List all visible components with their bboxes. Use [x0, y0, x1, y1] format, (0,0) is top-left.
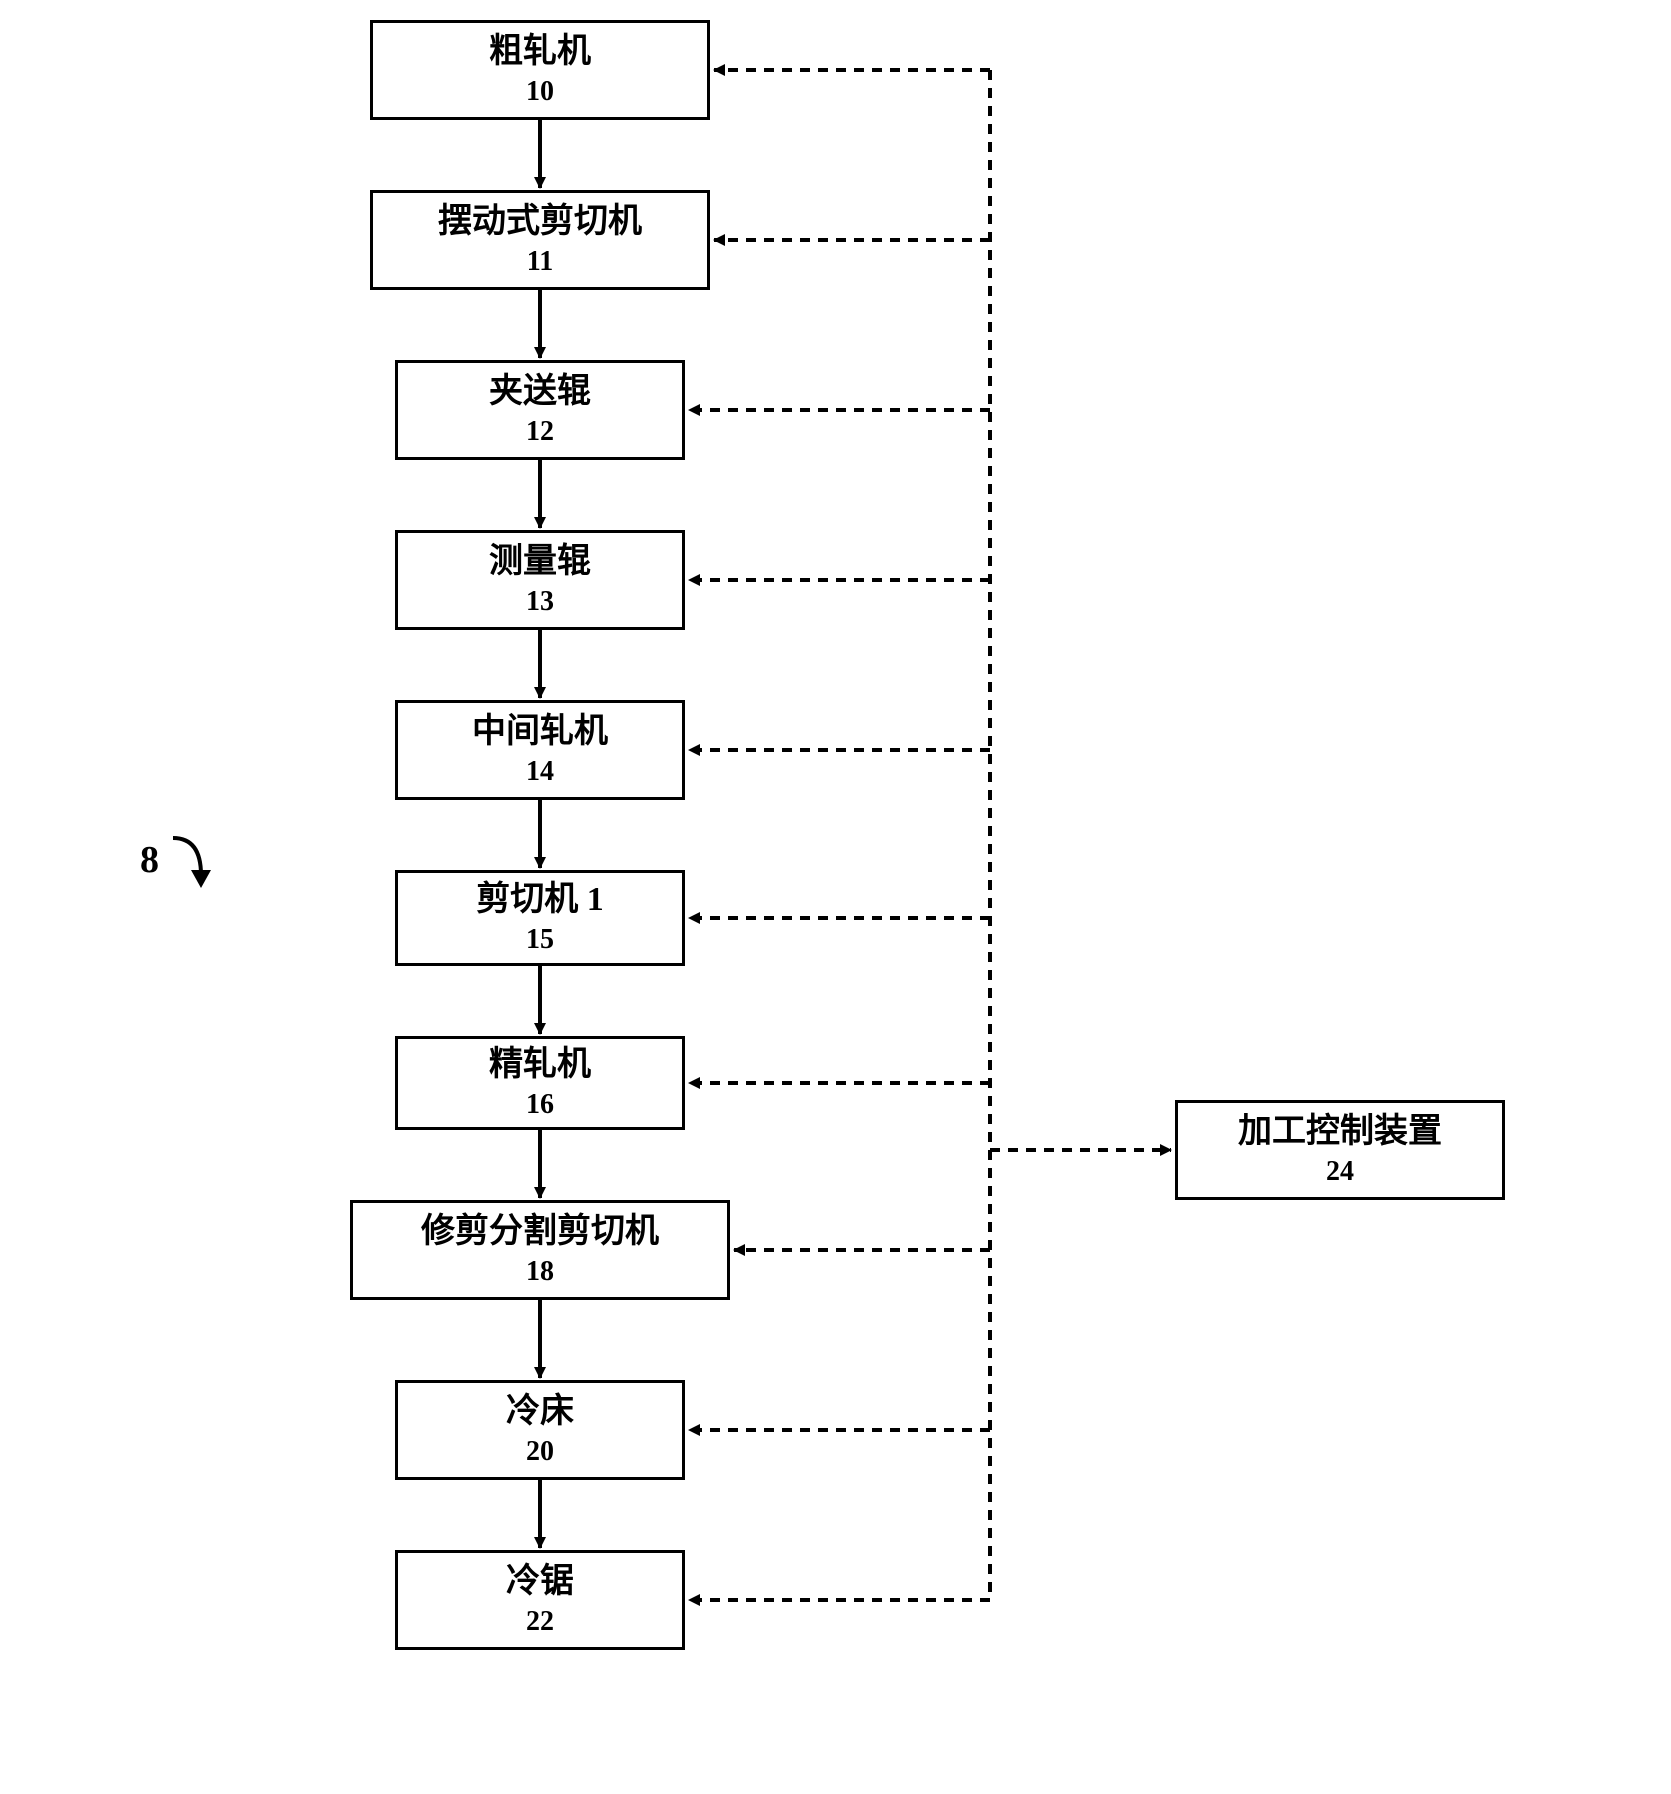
process-box-11-number: 11	[527, 245, 553, 279]
process-box-13-number: 13	[526, 585, 554, 619]
process-box-12: 夹送辊12	[395, 360, 685, 460]
control-box-24-title: 加工控制装置	[1238, 1112, 1442, 1153]
connector-layer	[0, 0, 1671, 1794]
system-label-text: 8	[140, 838, 159, 882]
process-box-14-title: 中间轧机	[472, 712, 608, 753]
process-box-10-title: 粗轧机	[489, 32, 591, 73]
process-box-10-number: 10	[526, 75, 554, 109]
process-box-18-title: 修剪分割剪切机	[421, 1212, 659, 1253]
process-box-16: 精轧机16	[395, 1036, 685, 1130]
process-box-20: 冷床20	[395, 1380, 685, 1480]
process-box-15-title: 剪切机 1	[476, 880, 604, 921]
process-box-12-title: 夹送辊	[489, 372, 591, 413]
process-box-18-number: 18	[526, 1255, 554, 1289]
process-box-15: 剪切机 115	[395, 870, 685, 966]
system-label-8: 8	[140, 830, 233, 890]
process-box-14: 中间轧机14	[395, 700, 685, 800]
process-box-11-title: 摆动式剪切机	[438, 202, 642, 243]
process-box-18: 修剪分割剪切机18	[350, 1200, 730, 1300]
process-box-14-number: 14	[526, 755, 554, 789]
system-label-arrow-icon	[163, 830, 233, 890]
process-box-10: 粗轧机10	[370, 20, 710, 120]
process-box-22-title: 冷锯	[506, 1562, 574, 1603]
process-box-16-number: 16	[526, 1088, 554, 1122]
flowchart-diagram: 粗轧机10摆动式剪切机11夹送辊12测量辊13中间轧机14剪切机 115精轧机1…	[0, 0, 1671, 1794]
control-box-24: 加工控制装置24	[1175, 1100, 1505, 1200]
process-box-11: 摆动式剪切机11	[370, 190, 710, 290]
process-box-12-number: 12	[526, 415, 554, 449]
process-box-20-number: 20	[526, 1435, 554, 1469]
process-box-13: 测量辊13	[395, 530, 685, 630]
process-box-13-title: 测量辊	[489, 542, 591, 583]
control-box-24-number: 24	[1326, 1155, 1354, 1189]
process-box-20-title: 冷床	[506, 1392, 574, 1433]
process-box-15-number: 15	[526, 923, 554, 957]
process-box-22: 冷锯22	[395, 1550, 685, 1650]
process-box-16-title: 精轧机	[489, 1045, 591, 1086]
process-box-22-number: 22	[526, 1605, 554, 1639]
